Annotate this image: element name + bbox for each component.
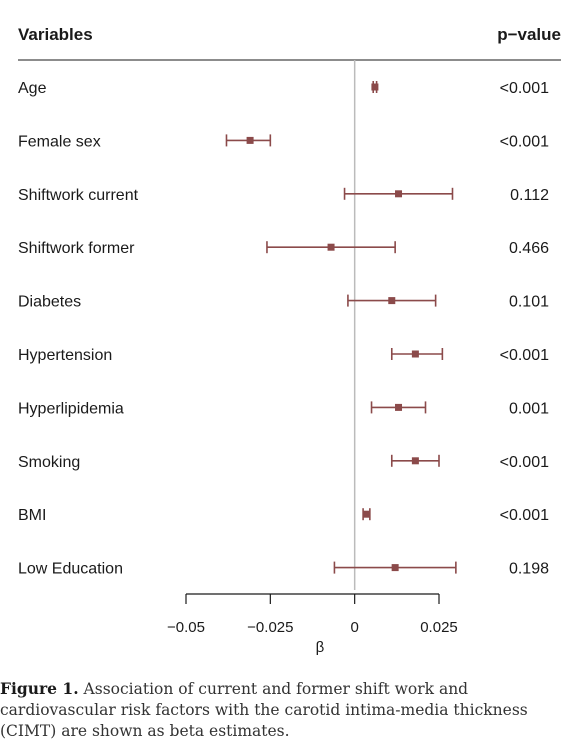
row-label: Hypertension [18, 347, 112, 364]
estimate-point [362, 510, 370, 518]
row-pvalue: 0.001 [509, 400, 549, 417]
header-pvalue: p−value [497, 25, 561, 44]
estimate-point [395, 190, 403, 198]
header-variables: Variables [18, 25, 93, 44]
estimate-point [411, 350, 419, 358]
row-label: Diabetes [18, 294, 81, 311]
row-label: Age [18, 80, 47, 97]
estimate-point [391, 564, 399, 572]
row-label: Low Education [18, 561, 123, 578]
row-label: Smoking [18, 454, 80, 471]
rows-group: Age <0.001 Female sex <0.001 Shiftwork curre… [18, 80, 549, 578]
row-pvalue: <0.001 [500, 507, 549, 524]
row-pvalue: <0.001 [500, 133, 549, 150]
estimate-point [371, 83, 379, 91]
figure-caption: Figure 1. Association of current and for… [0, 678, 556, 742]
estimate-point [395, 403, 403, 411]
x-tick-label: 0.025 [420, 619, 458, 636]
row-pvalue: <0.001 [500, 454, 549, 471]
row-pvalue: 0.101 [509, 294, 549, 311]
row-label: Hyperlipidemia [18, 400, 124, 417]
row-pvalue: 0.466 [509, 240, 549, 257]
estimate-point [327, 243, 335, 251]
row-pvalue: 0.198 [509, 561, 549, 578]
x-axis: −0.05 −0.025 0 0.025 [167, 593, 458, 636]
x-axis-label: β [316, 639, 325, 656]
row-label: BMI [18, 507, 46, 524]
estimate-point [411, 457, 419, 465]
caption-text: Association of current and former shift … [0, 680, 528, 740]
row-pvalue: 0.112 [510, 187, 549, 204]
estimate-point [388, 297, 396, 305]
row-pvalue: <0.001 [500, 347, 549, 364]
x-tick-label: −0.05 [167, 619, 205, 636]
row-label: Female sex [18, 133, 101, 150]
row-pvalue: <0.001 [500, 80, 549, 97]
forest-plot: Variables p−value Age <0.001 Female sex <0.… [18, 25, 561, 656]
estimate-point [246, 136, 254, 144]
row-label: Shiftwork former [18, 240, 135, 257]
row-label: Shiftwork current [18, 187, 139, 204]
x-tick-label: 0 [350, 619, 358, 636]
x-tick-label: −0.025 [247, 619, 293, 636]
caption-label: Figure 1. [0, 679, 79, 698]
